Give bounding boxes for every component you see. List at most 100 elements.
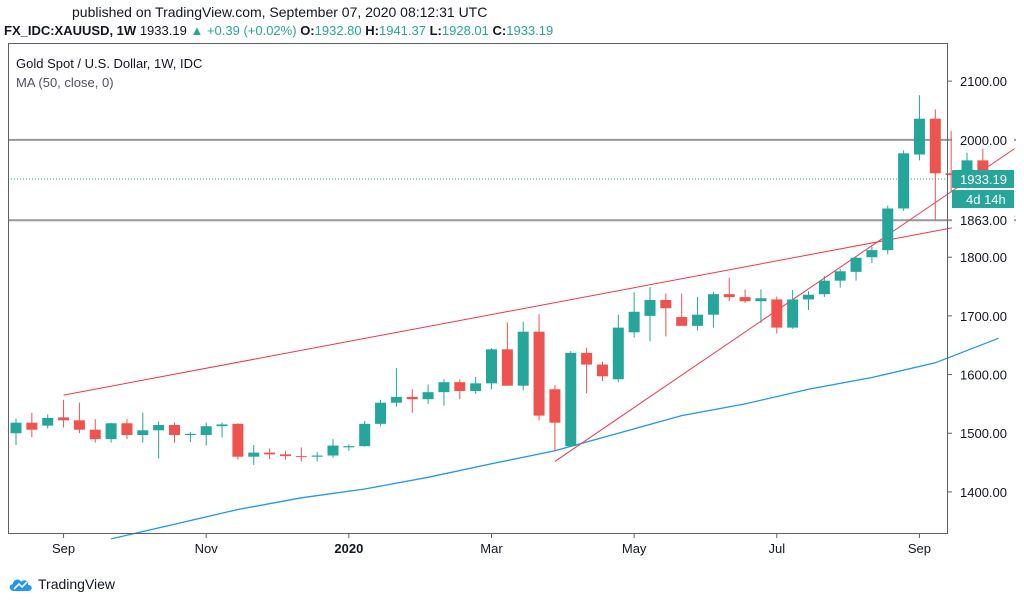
x-tick-label: May (622, 541, 647, 556)
ma-legend: MA (50, close, 0) (16, 75, 114, 90)
candle-body (739, 297, 751, 302)
candle-body (359, 423, 371, 447)
close-value: 1933.19 (506, 23, 554, 38)
countdown-tag: 4d 14h (966, 192, 1006, 207)
candle-body (549, 389, 561, 423)
chart-title: Gold Spot / U.S. Dollar, 1W, IDC (16, 56, 203, 71)
candle-body (882, 208, 894, 251)
candle-body (533, 331, 545, 416)
last-price-tag-bg (952, 170, 1014, 189)
candle-body (787, 299, 799, 328)
candle-body (406, 396, 418, 400)
candle (898, 150, 910, 211)
candle-body (692, 314, 704, 326)
close-label: C: (492, 23, 507, 38)
candle-body (454, 382, 466, 391)
x-tick-label: Sep (52, 541, 75, 556)
candle (501, 322, 513, 386)
candle-body (121, 423, 133, 435)
x-tick-label: 2020 (334, 541, 363, 556)
candle (834, 268, 846, 288)
candle (692, 297, 704, 331)
candle (26, 412, 38, 438)
candle-body (42, 417, 54, 426)
y-tick-label: 2100.00 (960, 74, 1007, 89)
level-low-tag: 1863.00 (960, 213, 1007, 228)
candle (359, 420, 371, 447)
open-value: 1932.80 (314, 23, 362, 38)
candle-body (58, 417, 70, 421)
candle (612, 314, 624, 383)
cloud-logo-icon (9, 579, 32, 591)
ohlc-readout: FX_IDC:XAUUSD, 1W 1933.19 ▲ +0.39 (+0.02… (4, 23, 553, 38)
candle (406, 389, 418, 413)
candle (184, 432, 196, 443)
candle (42, 414, 54, 429)
candle (803, 291, 814, 311)
y-tick-label: 1400.00 (960, 485, 1007, 500)
candle-body (850, 257, 862, 272)
candle (707, 291, 719, 328)
y-tick-label: 1700.00 (960, 309, 1007, 324)
candle (248, 444, 260, 465)
high-label: H: (365, 23, 379, 38)
candle-body (137, 430, 149, 435)
candle-body (486, 349, 497, 384)
candle (73, 402, 85, 434)
candle-body (10, 422, 22, 434)
candle (850, 256, 862, 281)
candle-body (279, 454, 291, 457)
candle-body (517, 331, 529, 386)
candle (628, 292, 640, 338)
level-low-tag-bg (952, 211, 1014, 230)
candle (755, 289, 767, 323)
candle (676, 293, 688, 326)
candle-body (707, 294, 719, 315)
candle (454, 379, 466, 400)
candle (105, 422, 117, 443)
candle-body (26, 422, 38, 430)
candle (565, 351, 577, 447)
candle (644, 287, 656, 342)
candle (470, 376, 482, 394)
candle (58, 399, 70, 428)
candle-body (818, 280, 830, 295)
candle-body (596, 364, 608, 377)
candle-body (311, 455, 323, 457)
last-price: 1933.19 (139, 23, 187, 38)
candle (10, 418, 22, 445)
candle-body (105, 423, 117, 440)
x-tick-label: Jul (768, 541, 785, 556)
low-value: 1928.01 (441, 23, 489, 38)
trendline (63, 215, 1015, 396)
candle (723, 277, 735, 302)
chart-frame (8, 43, 948, 534)
candle (771, 296, 783, 334)
candle (549, 385, 561, 451)
candle (486, 348, 497, 390)
symbol-label: FX_IDC:XAUUSD, 1W (4, 23, 137, 38)
candle (343, 444, 355, 451)
countdown-tag-bg (952, 190, 1014, 209)
candle-body (834, 271, 846, 281)
candle (169, 422, 180, 443)
tradingview-logo[interactable]: TradingView (8, 574, 115, 594)
high-value: 1941.37 (378, 23, 426, 38)
candle (913, 95, 925, 161)
candle-body (295, 456, 307, 458)
candle (438, 379, 450, 406)
candle-body (644, 300, 656, 316)
candle-body (343, 446, 355, 448)
candle-body (89, 429, 101, 440)
candle (89, 419, 101, 443)
candle-body (248, 452, 260, 457)
candle (866, 246, 878, 264)
candle-body (232, 423, 244, 457)
candle-body (676, 317, 688, 326)
price-change: +0.39 (+0.02%) (206, 23, 297, 38)
candle (279, 450, 291, 460)
trendline (554, 148, 1015, 462)
candle-body (169, 425, 180, 435)
candle (311, 452, 323, 462)
level-high-tag: 2000.00 (960, 133, 1007, 148)
